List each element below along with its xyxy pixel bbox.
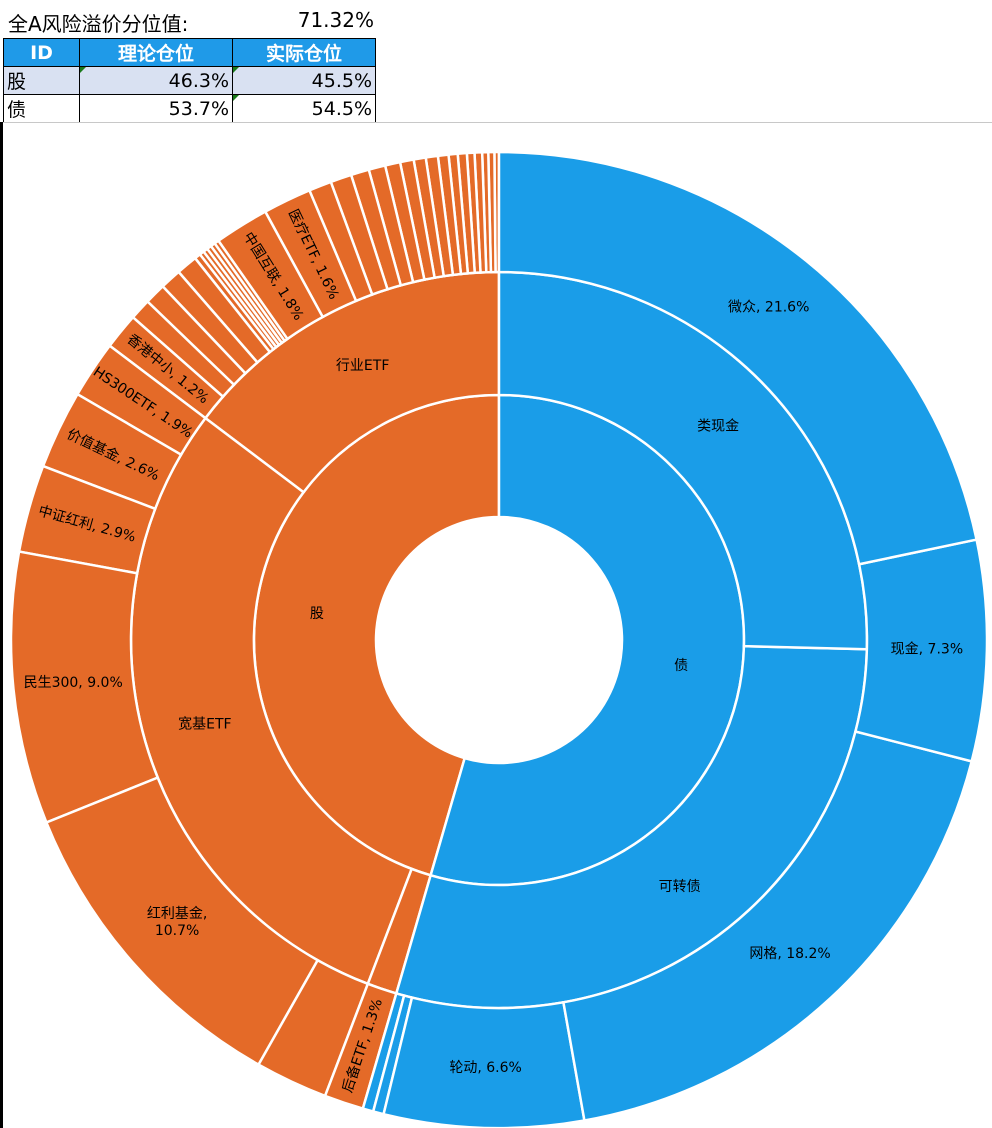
row-id[interactable]: 股: [3, 66, 80, 95]
outer-ring-label: 微众, 21.6%: [728, 300, 809, 316]
left-border: [0, 122, 3, 1128]
risk-premium-row: 全A风险溢价分位值: 71.32%: [0, 0, 380, 38]
center-hole: [378, 519, 620, 761]
table-header-row: ID 理论仓位 实际仓位: [3, 38, 376, 67]
row-theory[interactable]: 53.7%: [79, 94, 233, 123]
middle-ring-label: 类现金: [697, 418, 739, 434]
inner-ring-label: 股: [310, 606, 324, 622]
risk-premium-label: 全A风险溢价分位值:: [8, 12, 189, 36]
outer-ring-label: 红利基金, 10.7%: [147, 905, 207, 939]
divider: [0, 122, 992, 123]
outer-ring-label: 民生300, 9.0%: [24, 675, 123, 691]
column-header-actual: 实际仓位: [232, 38, 376, 67]
outer-ring-label: 现金, 7.3%: [891, 641, 963, 657]
risk-premium-value: 71.32%: [297, 8, 374, 32]
inner-ring-label: 债: [674, 658, 688, 674]
table-row: 股 46.3% 45.5%: [3, 66, 376, 95]
row-theory[interactable]: 46.3%: [79, 66, 233, 95]
outer-ring-label: 网格, 18.2%: [749, 946, 830, 962]
column-header-theory: 理论仓位: [79, 38, 233, 67]
outer-ring-label: 轮动, 6.6%: [449, 1060, 521, 1076]
row-actual[interactable]: 54.5%: [232, 94, 376, 123]
row-actual[interactable]: 45.5%: [232, 66, 376, 95]
middle-ring-label: 宽基ETF: [178, 715, 231, 732]
outer-ring-segment[interactable]: [497, 150, 979, 566]
middle-ring-label: 行业ETF: [336, 358, 389, 374]
middle-ring-label: 可转债: [659, 879, 701, 895]
table-row: 债 53.7% 54.5%: [3, 94, 376, 123]
position-table: ID 理论仓位 实际仓位 股 46.3% 45.5% 债 53.7% 54.5%: [3, 38, 376, 123]
column-header-id: ID: [3, 38, 80, 67]
